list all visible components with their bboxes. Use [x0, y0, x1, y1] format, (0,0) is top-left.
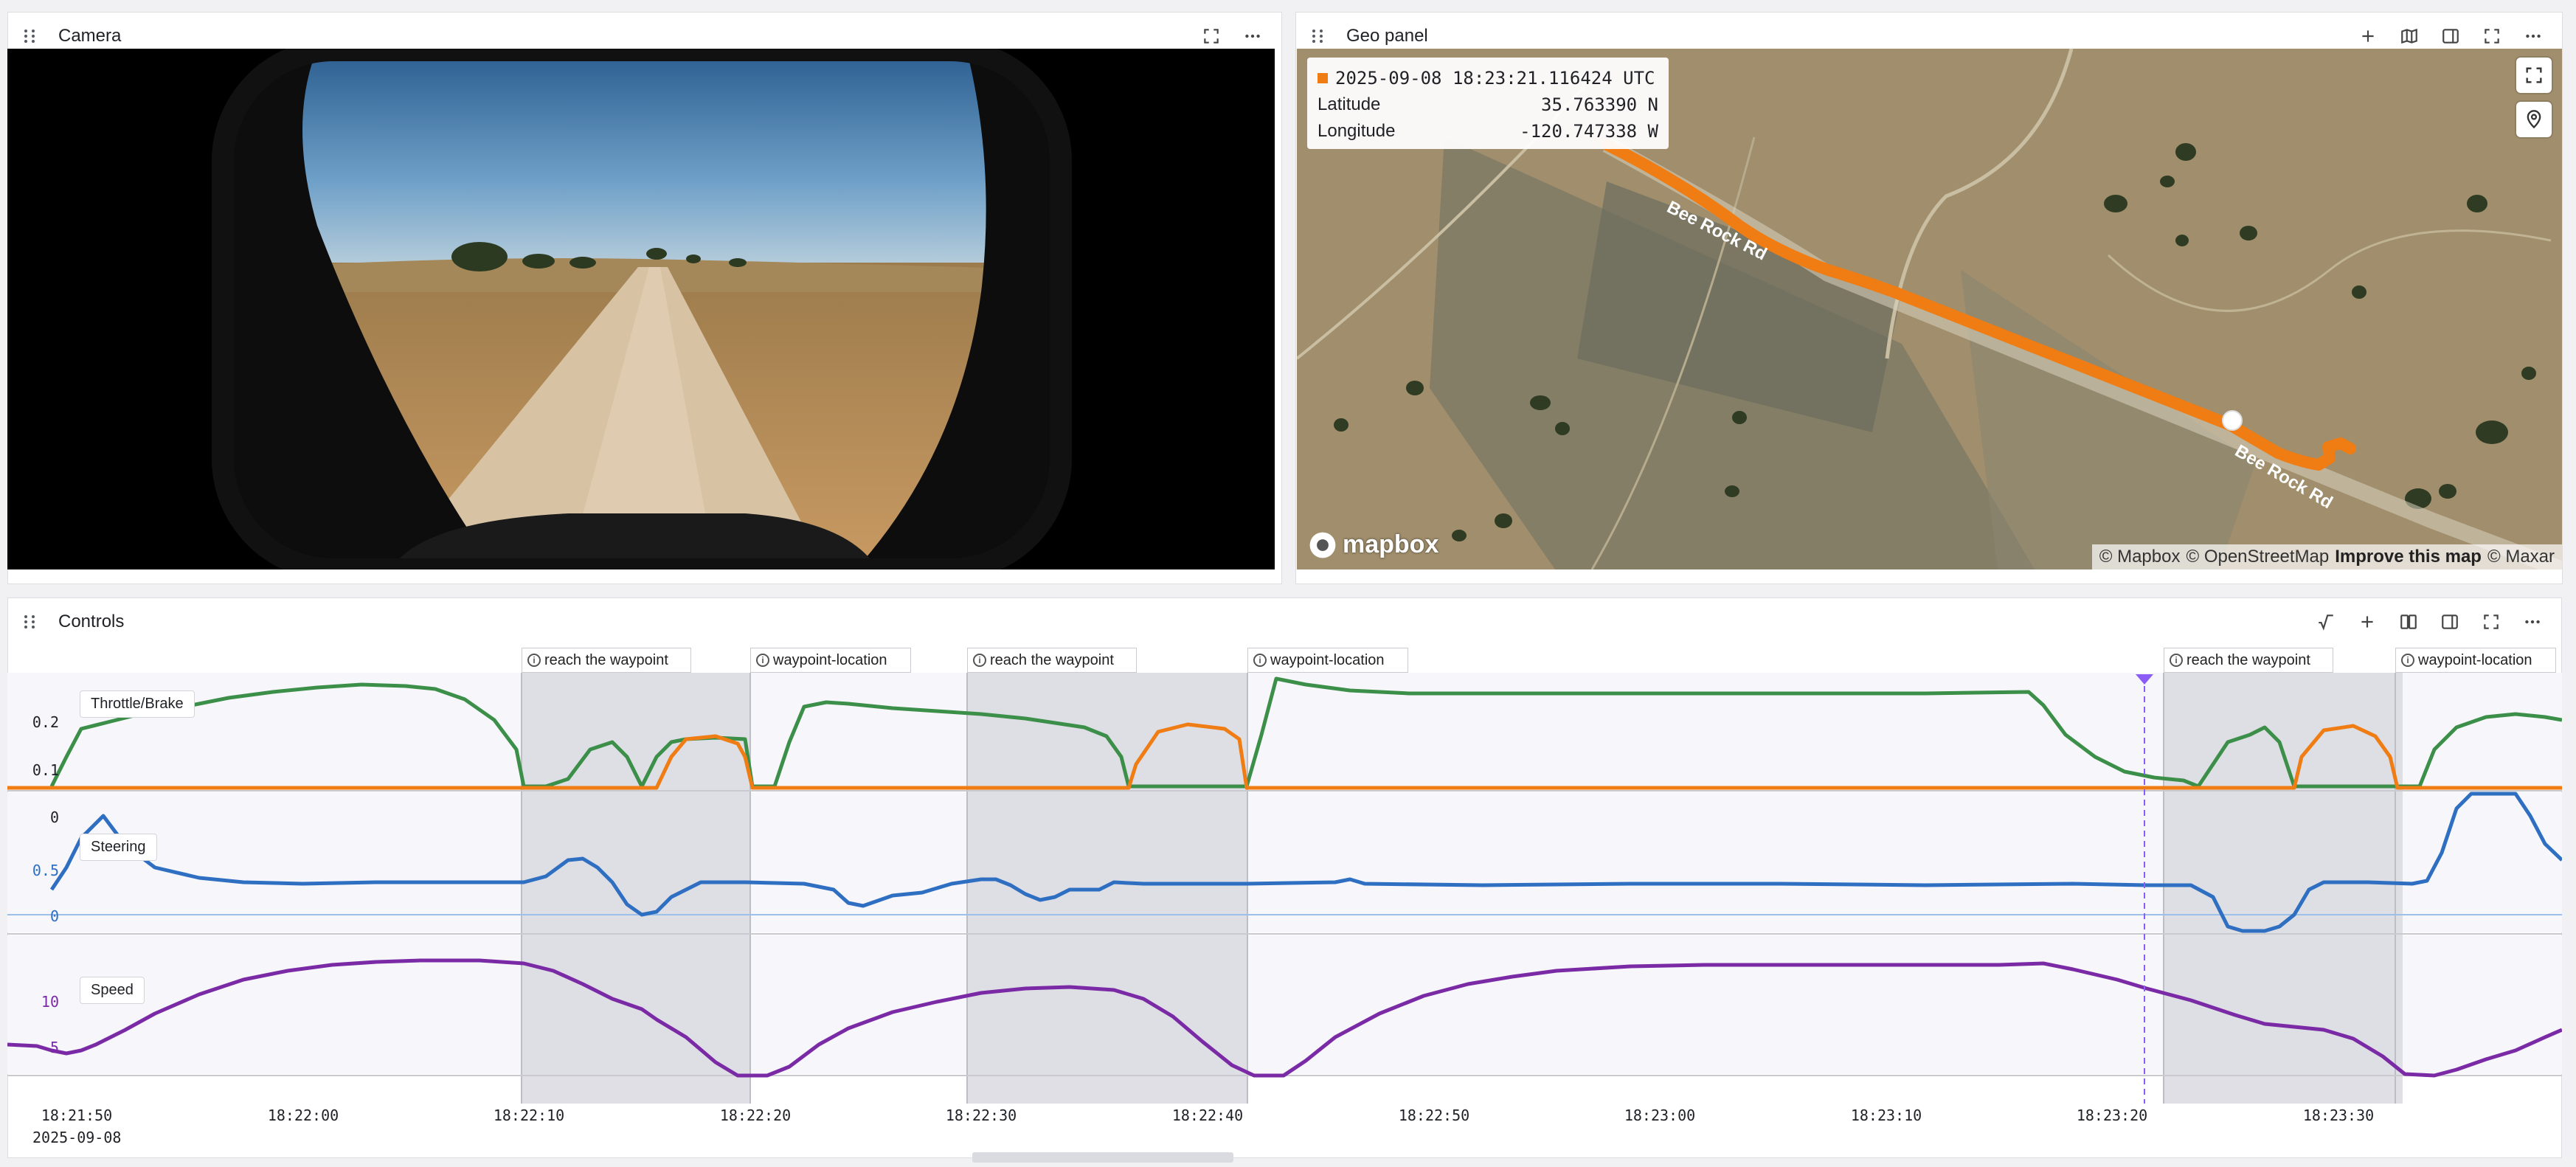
- annotation-text: reach the waypoint: [990, 651, 1114, 668]
- x-tick: 18:23:20: [2076, 1107, 2148, 1124]
- locate-pin-icon[interactable]: [2516, 102, 2552, 137]
- info-icon: i: [2170, 654, 2183, 667]
- controls-panel-title: Controls: [58, 612, 125, 631]
- annotation-text: reach the waypoint: [544, 651, 668, 668]
- attribution-maxar-link[interactable]: © Maxar: [2487, 547, 2555, 567]
- annotation-text: waypoint-location: [1270, 651, 1385, 668]
- annotation-label[interactable]: i waypoint-location: [1247, 648, 1408, 673]
- speed-plot-label: Speed: [80, 977, 145, 1004]
- annotation-text: reach the waypoint: [2187, 651, 2310, 668]
- timeseries-plots[interactable]: [7, 646, 2562, 1136]
- drag-handle-icon[interactable]: [1312, 27, 1326, 46]
- y-tick: 5: [49, 1039, 59, 1056]
- latitude-value: 35.763390 N: [1541, 94, 1658, 115]
- annotation-label[interactable]: i reach the waypoint: [2164, 648, 2333, 673]
- mapbox-logo: mapbox: [1309, 530, 1438, 559]
- x-tick: 18:21:50: [41, 1107, 113, 1124]
- brake-series: [7, 722, 2562, 790]
- longitude-label: Longitude: [1318, 121, 1396, 141]
- info-icon: i: [1253, 654, 1267, 667]
- timeline-scrollbar[interactable]: [972, 1152, 1233, 1163]
- camera-image: [7, 49, 1275, 569]
- map-hover-tooltip: 2025-09-08 18:23:21.116424 UTC Latitude …: [1307, 58, 1669, 149]
- y-tick: 10: [41, 993, 59, 1011]
- info-icon: i: [973, 654, 986, 667]
- mapbox-logo-text: mapbox: [1343, 530, 1439, 558]
- expand-icon[interactable]: [1191, 16, 1231, 56]
- attribution-mapbox-link[interactable]: © Mapbox: [2099, 547, 2181, 567]
- y-tick: 0: [49, 808, 59, 826]
- speed-series: [7, 958, 2562, 1078]
- geo-panel-header: Geo panel: [1296, 13, 2562, 60]
- steering-plot-label: Steering: [80, 834, 157, 861]
- annotation-label[interactable]: i waypoint-location: [2395, 648, 2556, 673]
- camera-video-frame[interactable]: [7, 49, 1275, 569]
- camera-panel-header: Camera: [8, 13, 1281, 60]
- x-tick: 18:22:10: [493, 1107, 565, 1124]
- x-tick: 18:23:30: [2302, 1107, 2375, 1124]
- longitude-value: -120.747338 W: [1520, 121, 1658, 142]
- map-attribution: © Mapbox © OpenStreetMap Improve this ma…: [2091, 544, 2562, 569]
- drag-handle-icon[interactable]: [24, 27, 38, 46]
- mapbox-logo-icon: [1309, 532, 1336, 558]
- annotation-text: waypoint-location: [2418, 651, 2532, 668]
- x-tick: 18:22:40: [1171, 1107, 1244, 1124]
- expand-icon[interactable]: [2471, 602, 2511, 642]
- split-icon[interactable]: [2389, 602, 2428, 642]
- throttle-series: [49, 676, 2562, 789]
- tooltip-timestamp: 2025-09-08 18:23:21.116424 UTC: [1335, 68, 1655, 89]
- map-icon[interactable]: [2389, 16, 2429, 56]
- x-tick: 18:22:50: [1398, 1107, 1470, 1124]
- annotation-label[interactable]: i reach the waypoint: [522, 648, 691, 673]
- y-tick: 0.1: [32, 761, 59, 779]
- x-tick: 18:22:00: [267, 1107, 339, 1124]
- time-cursor-marker-icon[interactable]: [2136, 674, 2153, 685]
- info-icon: i: [756, 654, 769, 667]
- improve-map-link[interactable]: Improve this map: [2335, 547, 2482, 567]
- annotation-boundaries: [521, 673, 2396, 1104]
- more-icon[interactable]: [2513, 602, 2552, 642]
- add-icon[interactable]: [2347, 602, 2387, 642]
- x-tick: 18:23:10: [1850, 1107, 1922, 1124]
- sidebar-icon[interactable]: [2430, 602, 2470, 642]
- steering-series: [49, 792, 2562, 933]
- drag-handle-icon[interactable]: [24, 612, 38, 631]
- x-tick: 18:22:20: [719, 1107, 792, 1124]
- controls-panel-header: Controls: [8, 598, 2561, 645]
- geo-panel-title: Geo panel: [1346, 26, 1428, 46]
- sqrt-icon[interactable]: [2306, 602, 2346, 642]
- sidebar-icon[interactable]: [2431, 16, 2471, 56]
- throttle-plot-label: Throttle/Brake: [80, 690, 195, 718]
- more-icon[interactable]: [2513, 16, 2553, 56]
- y-tick: 0.5: [32, 862, 59, 879]
- add-icon[interactable]: [2348, 16, 2388, 56]
- y-tick: 0.2: [32, 713, 59, 731]
- map-fullscreen-icon[interactable]: [2516, 58, 2552, 93]
- map-view[interactable]: Bee Rock Rd Bee Rock Rd 2025-09-08 18:23…: [1297, 49, 2562, 569]
- info-icon: i: [2401, 654, 2414, 667]
- attribution-osm-link[interactable]: © OpenStreetMap: [2186, 547, 2330, 567]
- annotation-label[interactable]: i waypoint-location: [750, 648, 911, 673]
- annotation-ranges: [522, 673, 2403, 1104]
- x-tick: 18:22:30: [945, 1107, 1017, 1124]
- annotation-label[interactable]: i reach the waypoint: [967, 648, 1137, 673]
- more-icon[interactable]: [1233, 16, 1273, 56]
- latitude-label: Latitude: [1318, 94, 1381, 114]
- camera-panel-title: Camera: [58, 26, 122, 46]
- info-icon: i: [527, 654, 541, 667]
- x-axis-date: 2025-09-08: [32, 1129, 122, 1146]
- expand-icon[interactable]: [2472, 16, 2512, 56]
- x-tick: 18:23:00: [1624, 1107, 1696, 1124]
- y-tick: 0: [49, 907, 59, 925]
- annotation-text: waypoint-location: [773, 651, 887, 668]
- track-color-swatch: [1318, 73, 1328, 83]
